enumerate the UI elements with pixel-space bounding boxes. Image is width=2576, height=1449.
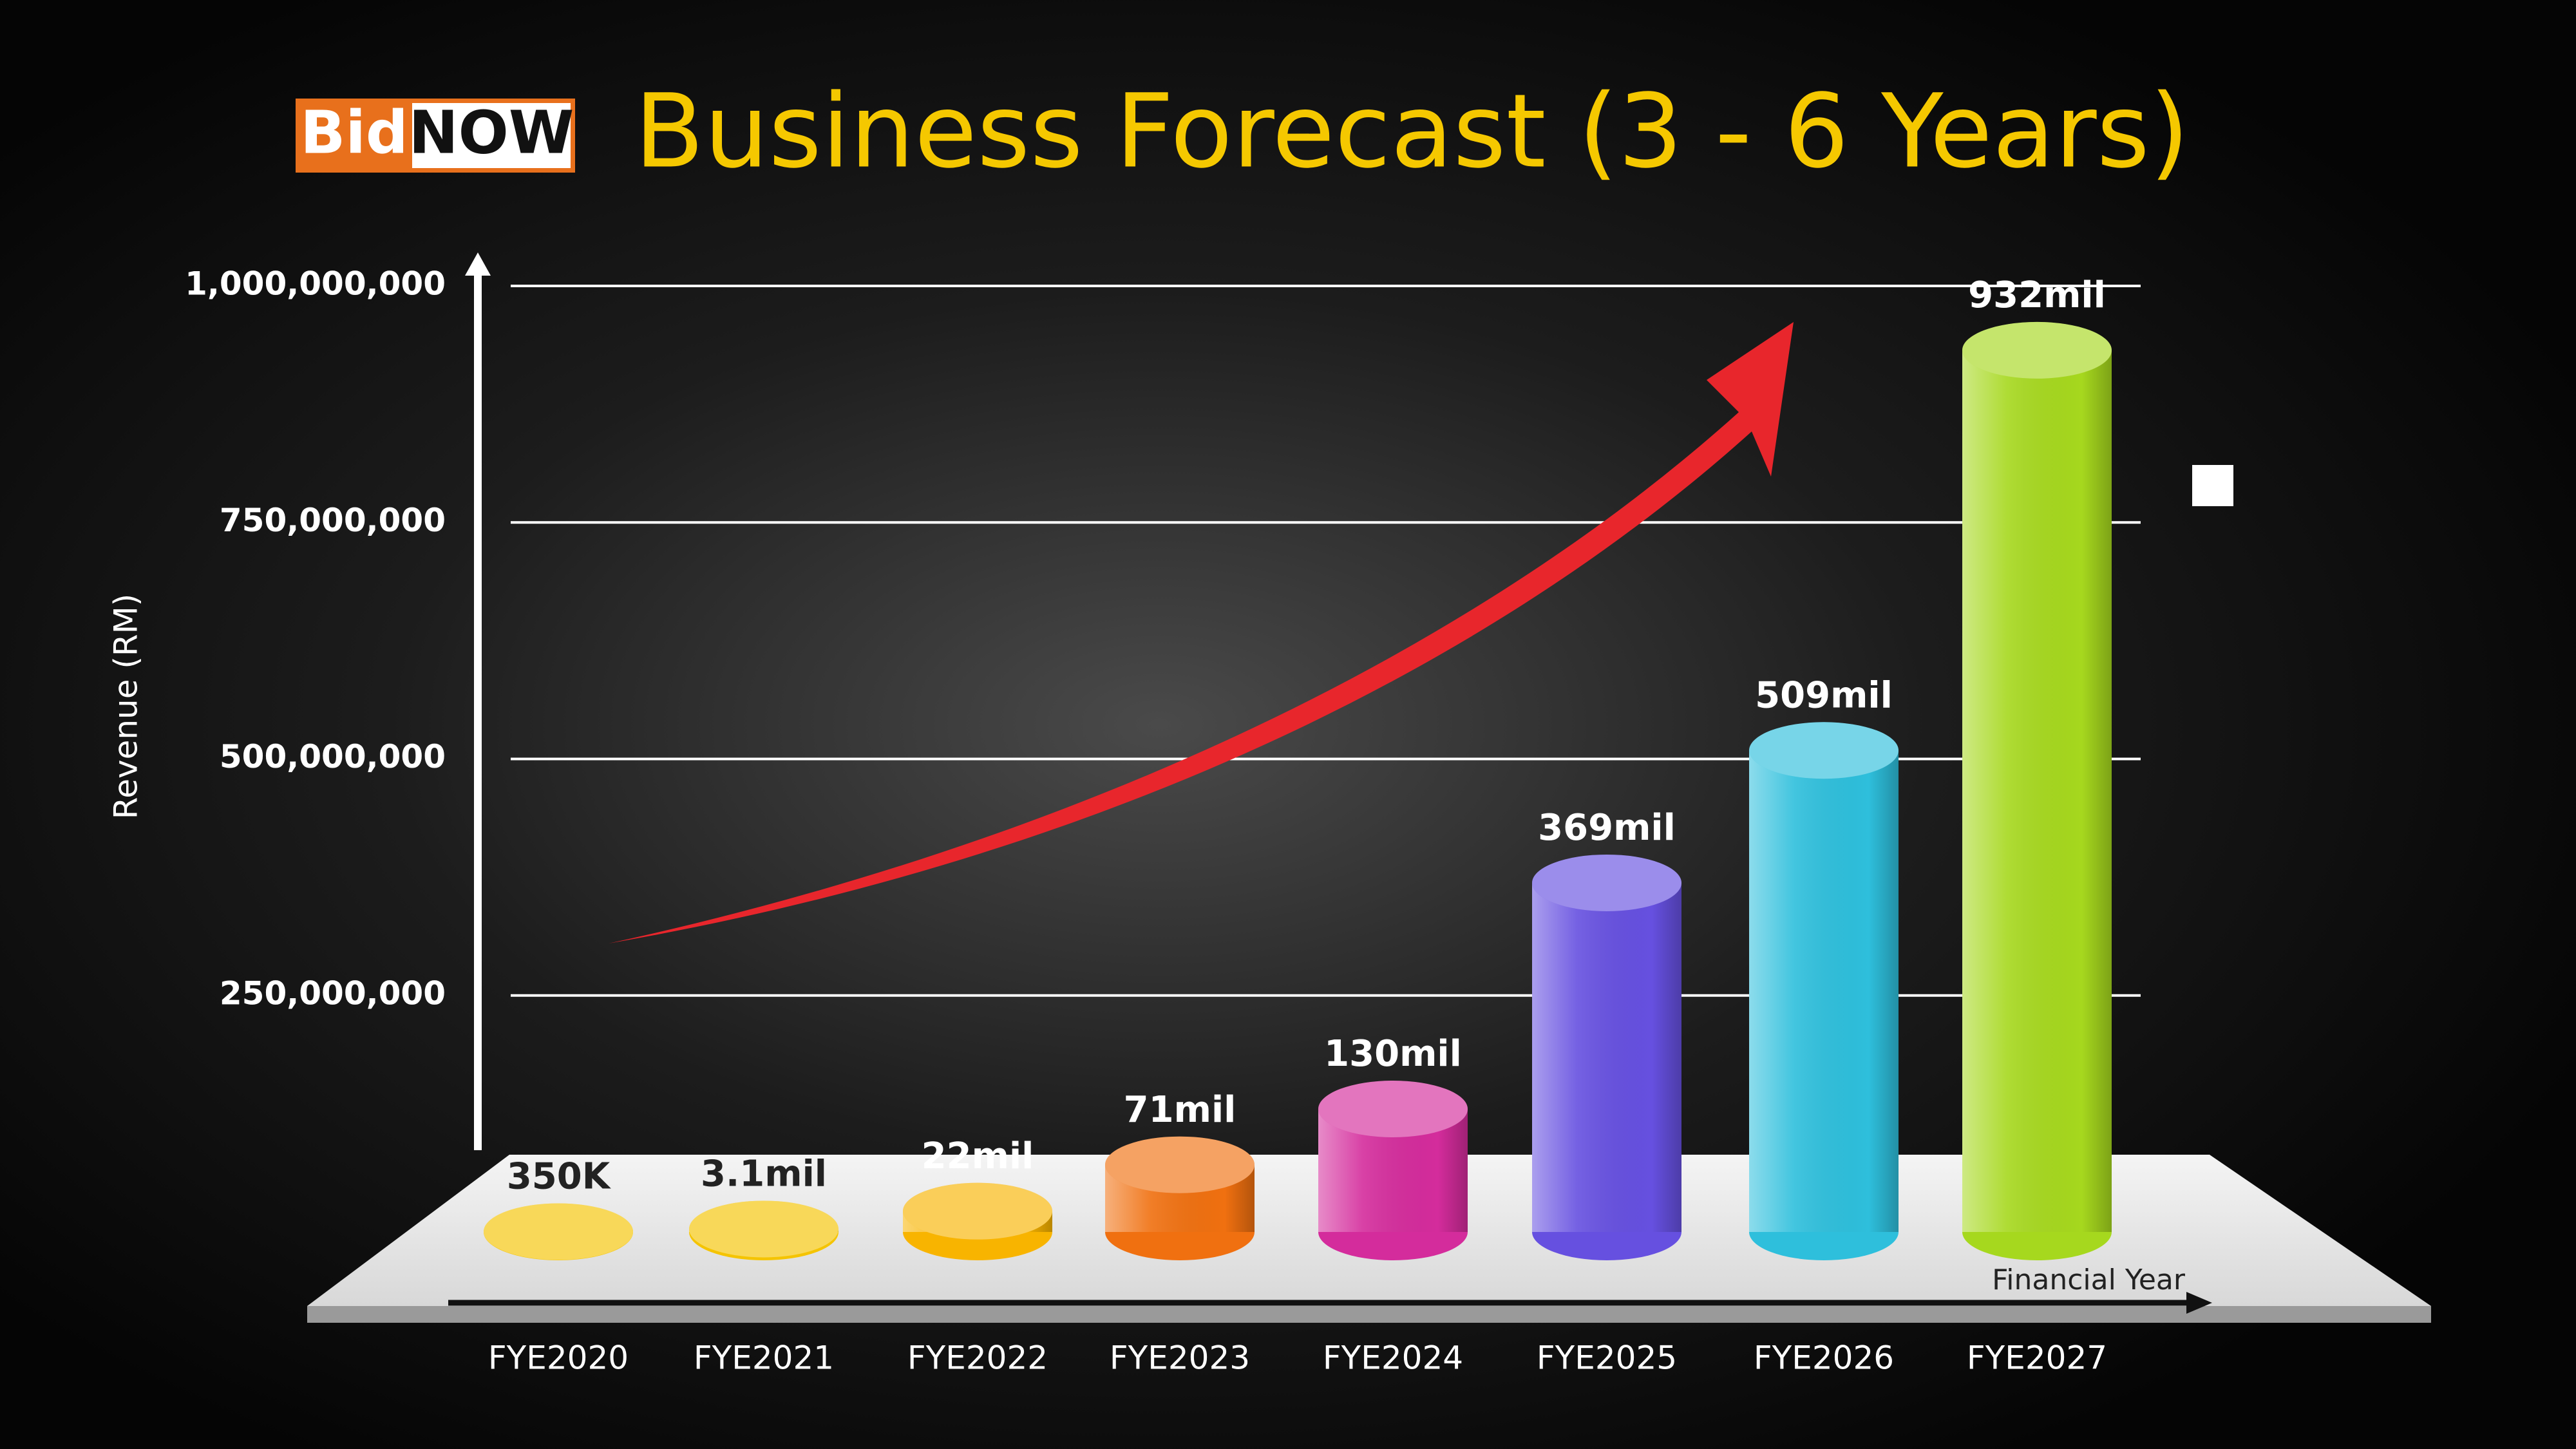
- value-label: 509mil: [1755, 674, 1893, 716]
- logo-text: Bid: [300, 98, 408, 167]
- square-icon: [2192, 465, 2233, 506]
- value-label: 350K: [507, 1156, 612, 1198]
- x-tick-label: FYE2026: [1754, 1340, 1894, 1377]
- bar-cap: [1962, 321, 2112, 379]
- bar-cap: [1105, 1136, 1255, 1193]
- value-label: 130mil: [1324, 1033, 1462, 1075]
- chart-title: Business Forecast (3 - 6 Years): [634, 72, 2190, 191]
- bar-cap-highlight: [1105, 1136, 1255, 1193]
- value-label: 932mil: [1968, 274, 2106, 316]
- x-axis-arrow: [2186, 1292, 2212, 1314]
- x-tick-label: FYE2020: [488, 1340, 629, 1377]
- value-label: 3.1mil: [701, 1153, 827, 1195]
- logo-text: NOW: [409, 98, 574, 167]
- logo-box-inner: [412, 103, 571, 168]
- bar-cap: [689, 1200, 838, 1258]
- bar-shine: [1962, 350, 2112, 1232]
- plot: 250,000,000 500,000,000 750,000,000 1,000,0…: [185, 265, 2141, 1377]
- bar-cap: [903, 1182, 1052, 1240]
- bar-shine: [1749, 750, 1899, 1232]
- bar-cap-highlight: [689, 1200, 838, 1258]
- bar-cap: [484, 1203, 633, 1260]
- value-label: 71mil: [1124, 1089, 1236, 1131]
- y-tick-label: 500,000,000: [220, 738, 446, 775]
- x-tick-label: FYE2025: [1537, 1340, 1677, 1377]
- bar-cap-highlight: [1318, 1081, 1468, 1138]
- bar-shine: [1532, 882, 1681, 1232]
- value-label: 22mil: [922, 1135, 1034, 1177]
- bar-cap: [1749, 722, 1899, 779]
- bar-cap-highlight: [903, 1182, 1052, 1240]
- bar-cap-highlight: [1962, 321, 2112, 379]
- x-tick-label: FYE2021: [694, 1340, 834, 1377]
- bar-cap: [1318, 1081, 1468, 1138]
- floor-edge: [307, 1306, 2431, 1323]
- x-tick-label: FYE2024: [1323, 1340, 1463, 1377]
- bar-cap: [1532, 854, 1681, 911]
- y-axis-arrow: [465, 252, 491, 276]
- y-tick-label: 750,000,000: [220, 502, 446, 539]
- y-tick-label: 1,000,000,000: [185, 265, 446, 303]
- bar-cap-highlight: [484, 1203, 633, 1260]
- y-tick-label: 250,000,000: [220, 974, 446, 1012]
- x-tick-label: FYE2022: [907, 1340, 1048, 1377]
- x-axis-label: Financial Year: [1992, 1264, 2186, 1296]
- value-label: 369mil: [1538, 807, 1676, 849]
- y-axis-label: Revenue (RM): [108, 594, 145, 820]
- x-tick-label: FYE2027: [1967, 1340, 2107, 1377]
- bar-cap-highlight: [1749, 722, 1899, 779]
- x-tick-label: FYE2023: [1110, 1340, 1250, 1377]
- bar-cap-highlight: [1532, 854, 1681, 911]
